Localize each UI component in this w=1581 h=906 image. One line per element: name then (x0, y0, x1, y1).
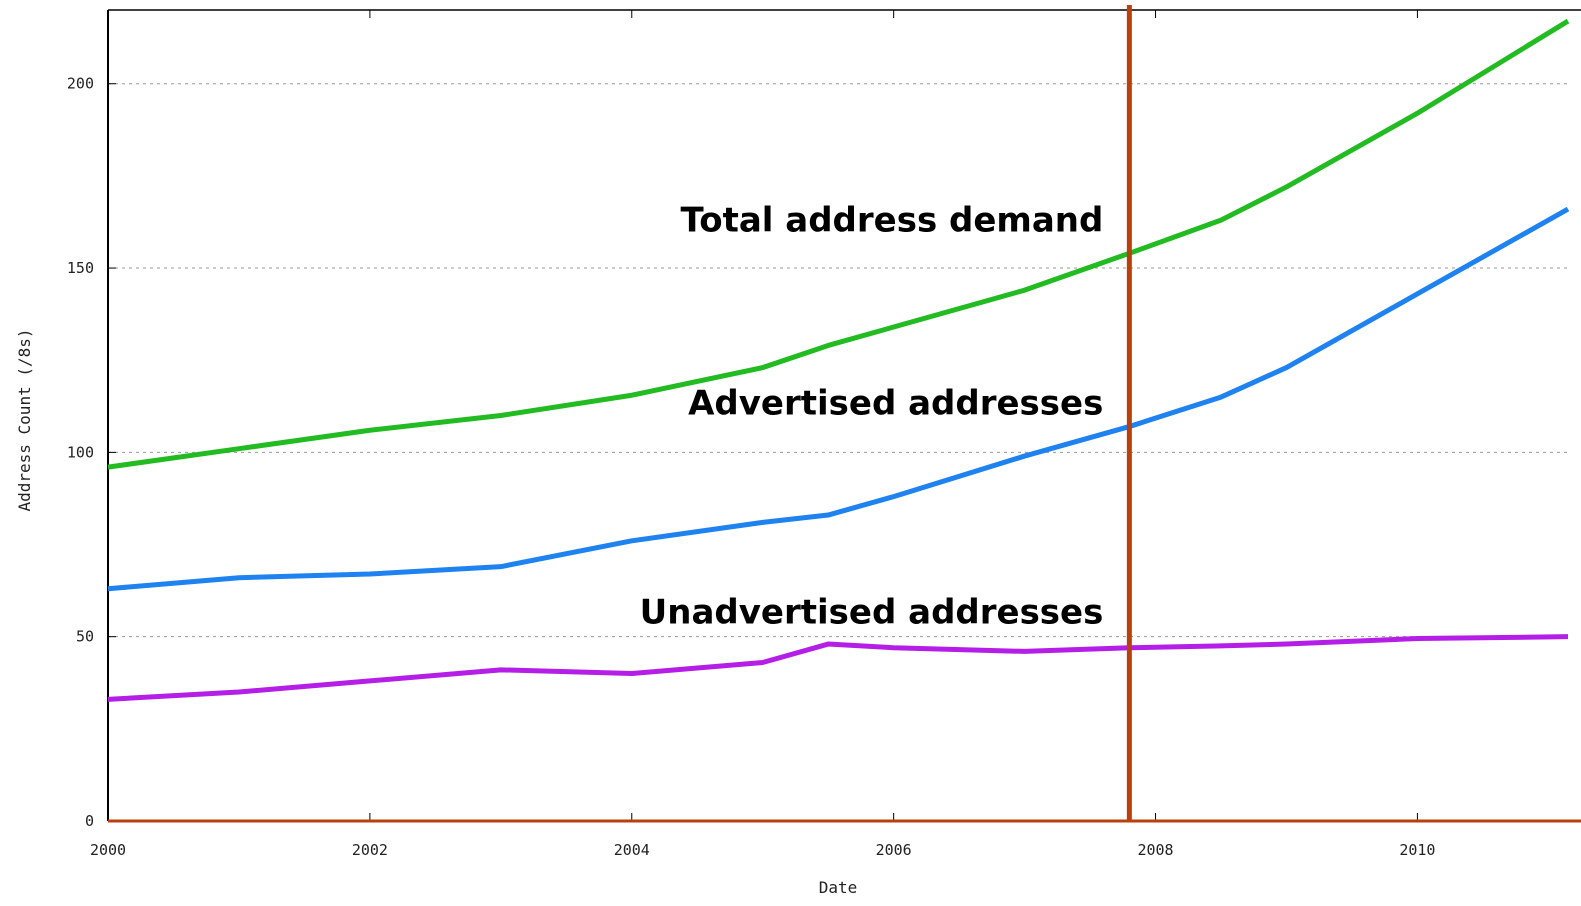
x-axis-label: Date (819, 878, 858, 897)
series-line (107, 206, 1570, 592)
series-label: Advertised addresses (688, 384, 1103, 424)
y-tick-label: 0 (85, 812, 94, 830)
x-tick-label: 2000 (90, 841, 126, 859)
series-line (107, 18, 1570, 470)
series-line (107, 634, 1569, 702)
y-axis-label: Address Count (/8s) (15, 328, 34, 511)
x-tick-label: 2006 (876, 841, 912, 859)
x-tick-label: 2002 (352, 841, 388, 859)
y-tick-label: 150 (67, 259, 94, 277)
series-label: Total address demand (681, 200, 1104, 240)
y-tick-label: 100 (67, 443, 94, 461)
x-tick-label: 2004 (614, 841, 650, 859)
y-tick-label: 50 (76, 628, 94, 646)
x-tick-label: 2010 (1399, 841, 1435, 859)
x-tick-label: 2008 (1137, 841, 1173, 859)
y-tick-label: 200 (67, 75, 94, 93)
series-label: Unadvertised addresses (640, 593, 1104, 633)
